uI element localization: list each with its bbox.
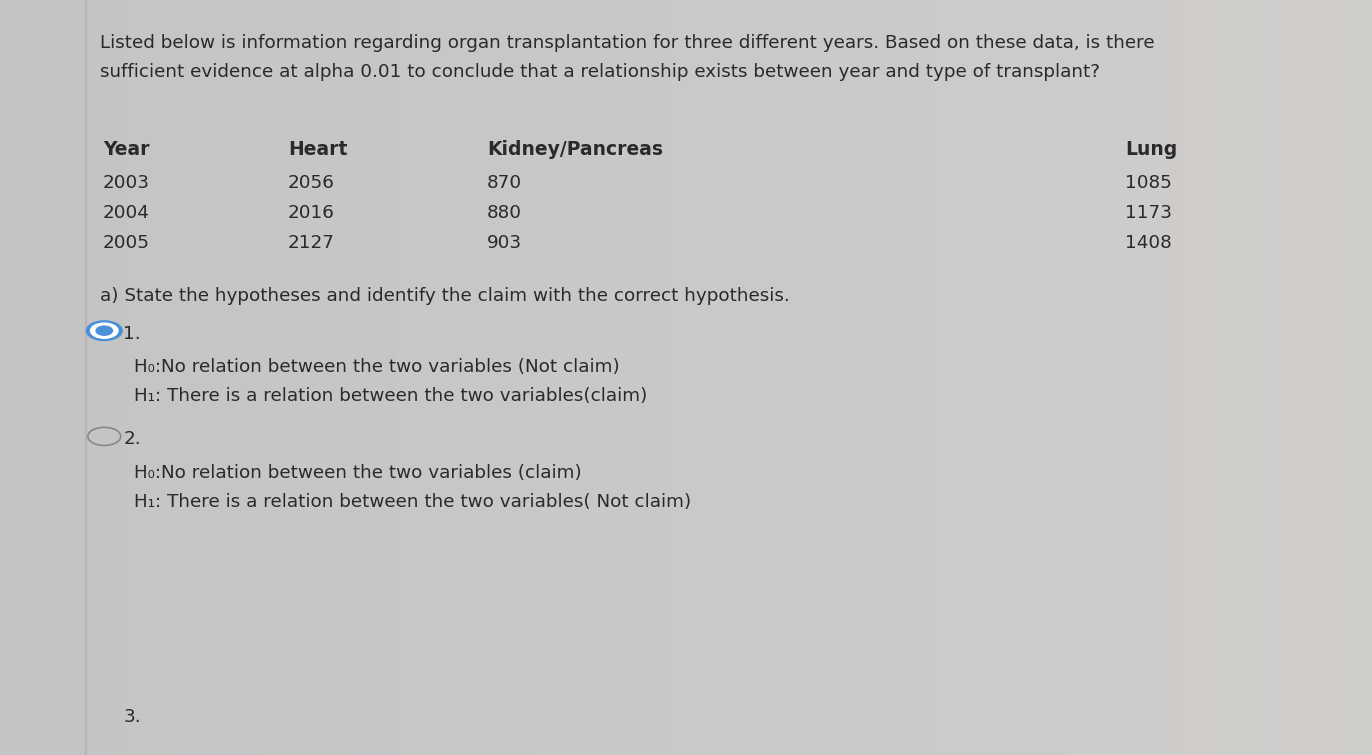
Text: 870: 870 <box>487 174 523 192</box>
Text: 2.: 2. <box>123 430 141 448</box>
Text: Kidney/Pancreas: Kidney/Pancreas <box>487 140 663 159</box>
Text: 1173: 1173 <box>1125 204 1172 222</box>
Text: 1085: 1085 <box>1125 174 1172 192</box>
Text: 1.: 1. <box>123 325 141 343</box>
Text: Lung: Lung <box>1125 140 1177 159</box>
Text: 903: 903 <box>487 234 523 252</box>
Text: 2016: 2016 <box>288 204 335 222</box>
Circle shape <box>91 323 118 338</box>
Text: Heart: Heart <box>288 140 347 159</box>
Circle shape <box>96 326 113 335</box>
Text: 2005: 2005 <box>103 234 150 252</box>
Text: H₁: There is a relation between the two variables(claim): H₁: There is a relation between the two … <box>134 387 648 405</box>
Text: 2056: 2056 <box>288 174 335 192</box>
Text: 1408: 1408 <box>1125 234 1172 252</box>
Circle shape <box>86 321 122 341</box>
Text: sufficient evidence at alpha 0.01 to conclude that a relationship exists between: sufficient evidence at alpha 0.01 to con… <box>100 63 1100 81</box>
Text: 3.: 3. <box>123 708 141 726</box>
Text: Listed below is information regarding organ transplantation for three different : Listed below is information regarding or… <box>100 34 1155 52</box>
Text: 2004: 2004 <box>103 204 150 222</box>
Text: 2127: 2127 <box>288 234 335 252</box>
Text: 880: 880 <box>487 204 523 222</box>
Text: 2003: 2003 <box>103 174 150 192</box>
Text: H₀:No relation between the two variables (claim): H₀:No relation between the two variables… <box>134 464 582 482</box>
Text: H₁: There is a relation between the two variables( Not claim): H₁: There is a relation between the two … <box>134 493 691 511</box>
Text: H₀:No relation between the two variables (Not claim): H₀:No relation between the two variables… <box>134 358 620 376</box>
Text: Year: Year <box>103 140 150 159</box>
Text: a) State the hypotheses and identify the claim with the correct hypothesis.: a) State the hypotheses and identify the… <box>100 287 790 305</box>
